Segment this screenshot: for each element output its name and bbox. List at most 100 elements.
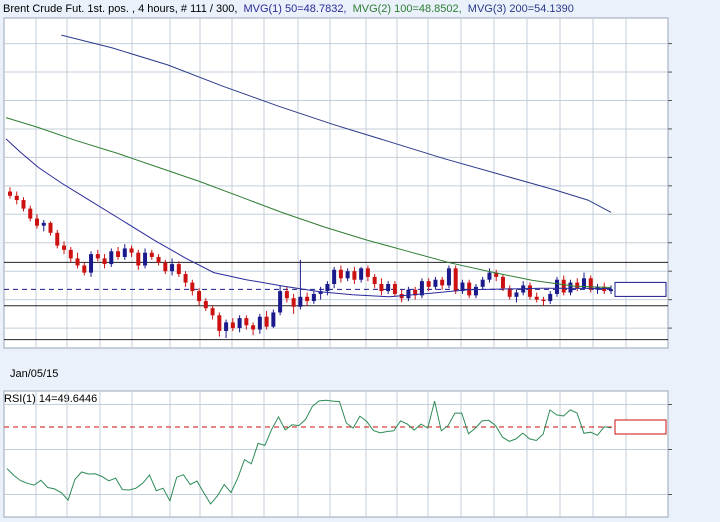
- candle-body: [109, 251, 114, 265]
- candle-body: [460, 282, 465, 292]
- candle-body: [68, 249, 73, 259]
- candle-body: [453, 268, 458, 292]
- candle-body: [271, 312, 276, 327]
- candle-body: [129, 248, 134, 253]
- candle-body: [284, 291, 289, 299]
- mvg3-line: [61, 34, 612, 213]
- mvg2-label: MVG(2) 100=48.8502,: [353, 3, 462, 15]
- price-plot-area[interactable]: [3, 17, 669, 349]
- candle-body: [365, 268, 370, 277]
- rsi-series-line: [6, 399, 612, 505]
- candle-body: [379, 283, 384, 292]
- candle-body: [217, 315, 222, 331]
- candle-body: [332, 269, 337, 284]
- candle-body: [419, 281, 424, 296]
- candle-body: [359, 268, 364, 280]
- candle-body: [588, 278, 593, 290]
- candle-body: [561, 279, 566, 293]
- candle-body: [352, 271, 357, 280]
- candle-body: [136, 252, 141, 266]
- candle-body: [446, 268, 451, 286]
- candle-body: [494, 272, 499, 277]
- candle-body: [264, 316, 269, 327]
- candle-body: [426, 281, 431, 287]
- candle-body: [82, 265, 87, 273]
- candle-body: [473, 286, 478, 296]
- candle-body: [28, 208, 33, 219]
- candle-body: [372, 276, 377, 284]
- candle-body: [278, 291, 283, 313]
- candle-body: [224, 322, 229, 331]
- candle-body: [244, 318, 249, 326]
- candle-body: [143, 252, 148, 266]
- rsi-panel[interactable]: RSI(1) 14=49.6446: [3, 390, 672, 518]
- candle-body: [237, 318, 242, 329]
- candle-body: [183, 274, 188, 283]
- candle-body: [197, 291, 202, 302]
- candle-body: [413, 289, 418, 296]
- candle-body: [527, 285, 532, 297]
- rsi-header: RSI(1) 14=49.6446: [4, 393, 97, 405]
- candle-body: [581, 278, 586, 289]
- candle-body: [291, 298, 296, 307]
- candle-body: [467, 282, 472, 296]
- rsi-current-box: [614, 419, 667, 435]
- rsi-plot-area[interactable]: [3, 390, 669, 518]
- mvg1-label: MVG(1) 50=48.7832,: [243, 3, 346, 15]
- candle-body: [568, 282, 573, 293]
- candle-body: [75, 258, 80, 266]
- candle-body: [170, 264, 175, 272]
- date-label: Jan/05/15: [10, 368, 58, 380]
- candle-body: [122, 248, 127, 257]
- moving-averages: [5, 34, 612, 298]
- candle-body: [257, 316, 262, 330]
- candle-body: [41, 222, 46, 226]
- rsi-line: [6, 399, 612, 505]
- candle-body: [440, 279, 445, 286]
- candle-body: [487, 272, 492, 280]
- chart-header: Brent Crude Fut. 1st. pos. , 4 hours, # …: [3, 3, 574, 15]
- candle-body: [541, 299, 546, 302]
- candle-body: [116, 251, 121, 257]
- candle-body: [210, 308, 215, 316]
- candle-body: [480, 279, 485, 287]
- candle-body: [386, 283, 391, 292]
- candle-body: [609, 289, 613, 292]
- candle-body: [406, 289, 411, 299]
- candle-body: [190, 282, 195, 292]
- price-grid: [4, 18, 668, 348]
- candle-body: [251, 325, 256, 330]
- candle-body: [156, 256, 161, 263]
- candle-body: [392, 283, 397, 294]
- instrument-label: Brent Crude Fut. 1st. pos. , 4 hours, # …: [3, 3, 237, 15]
- mvg3-label: MVG(3) 200=54.1390: [468, 3, 574, 15]
- candle-body: [554, 279, 559, 294]
- candle-body: [311, 293, 316, 302]
- candle-body: [500, 276, 505, 289]
- candle-body: [325, 283, 330, 292]
- price-y-axis: [668, 43, 672, 329]
- candle-body: [176, 264, 181, 275]
- current-price-box: [614, 281, 667, 297]
- candle-body: [48, 222, 53, 233]
- price-panel[interactable]: [3, 17, 672, 349]
- candle-body: [95, 254, 100, 259]
- price-candles: [8, 187, 613, 339]
- candle-body: [514, 292, 519, 297]
- candle-body: [507, 288, 512, 297]
- candle-body: [21, 200, 26, 209]
- candle-body: [230, 322, 235, 329]
- candle-body: [534, 296, 539, 300]
- candle-body: [89, 254, 94, 273]
- candle-body: [149, 252, 154, 257]
- candle-body: [62, 245, 67, 250]
- rsi-y-axis: [614, 404, 672, 495]
- candle-body: [35, 218, 40, 226]
- mvg1-line: [5, 138, 612, 298]
- candle-body: [55, 232, 60, 246]
- candle-body: [8, 191, 12, 196]
- candle-body: [305, 296, 310, 302]
- price-level-labels: [614, 281, 667, 297]
- candle-body: [345, 271, 350, 279]
